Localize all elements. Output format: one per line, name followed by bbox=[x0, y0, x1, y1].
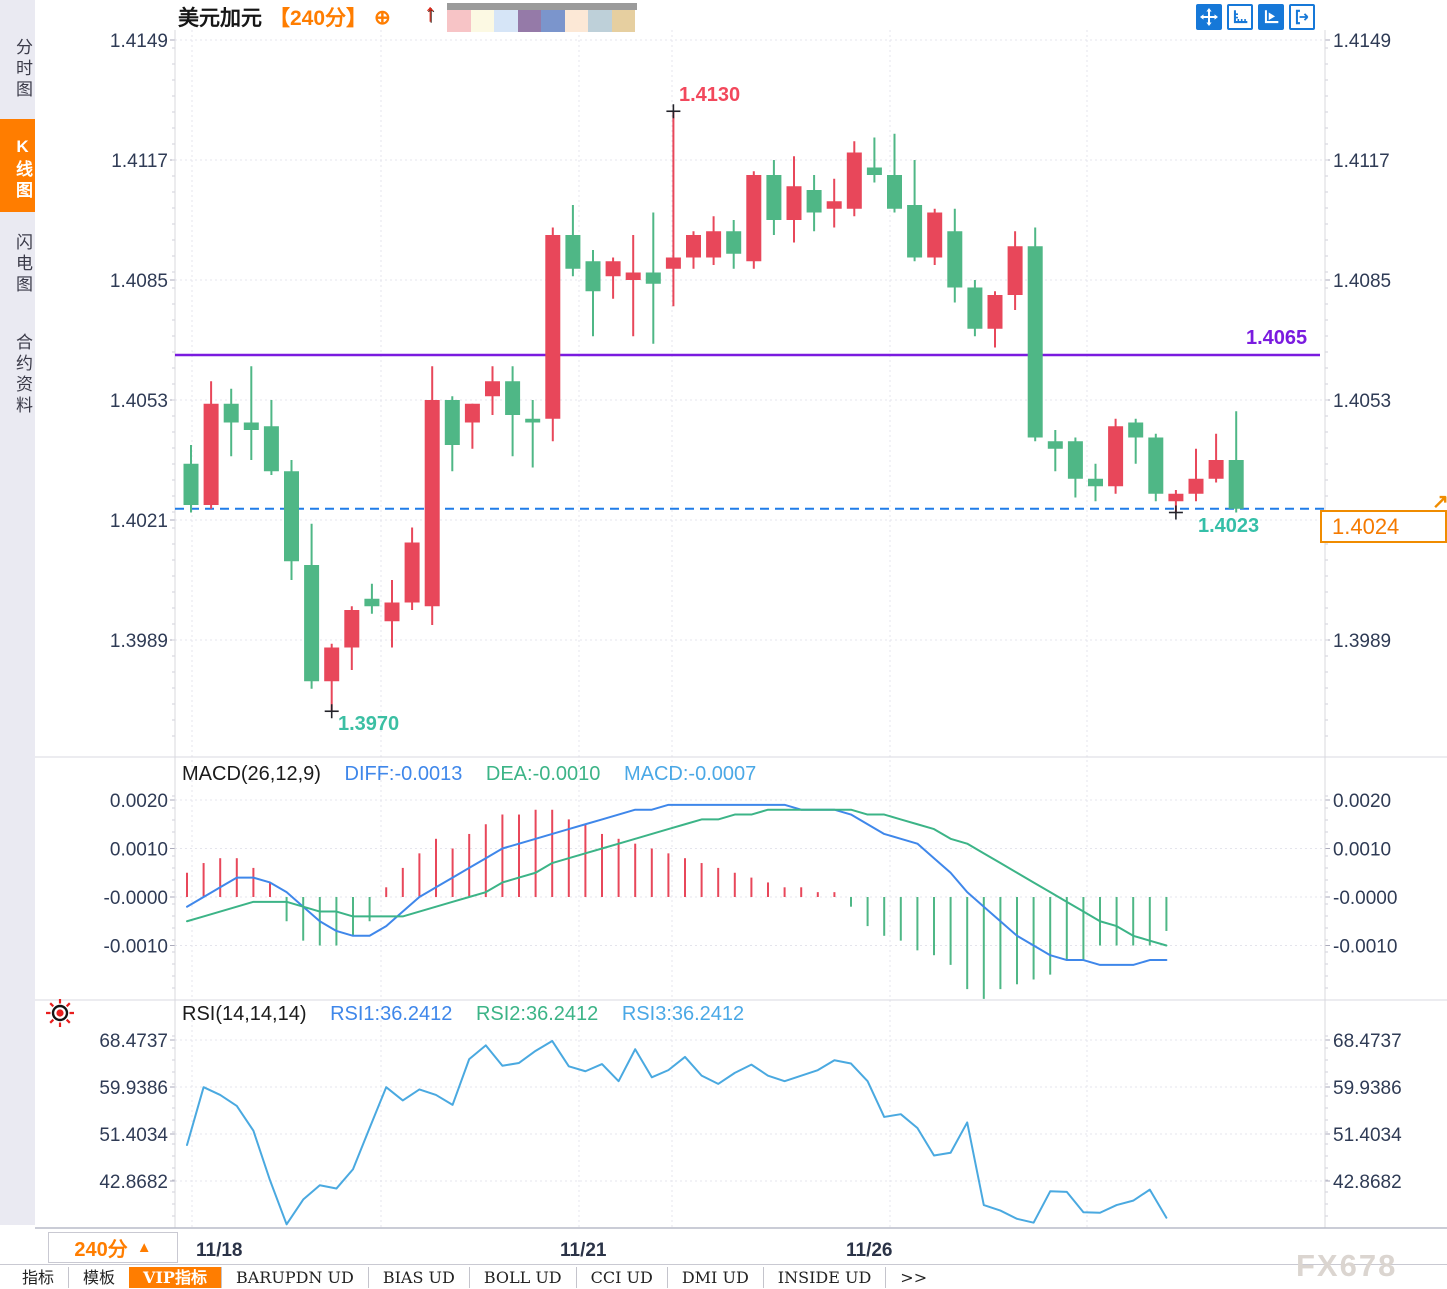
color-palette bbox=[447, 3, 637, 32]
svg-text:1.4085: 1.4085 bbox=[1333, 271, 1391, 292]
rsi3-value: RSI3:36.2412 bbox=[621, 1003, 745, 1025]
svg-text:1.4053: 1.4053 bbox=[110, 391, 168, 412]
svg-text:59.9386: 59.9386 bbox=[1333, 1078, 1402, 1099]
svg-text:-0.0010: -0.0010 bbox=[104, 937, 168, 958]
interval-selector[interactable]: 240分 ▲ bbox=[48, 1232, 178, 1263]
last-price-badge: 1.4024 bbox=[1320, 510, 1447, 543]
macd-macd-value: MACD:-0.0007 bbox=[623, 763, 757, 785]
svg-text:42.8682: 42.8682 bbox=[99, 1172, 168, 1193]
high-price-label: 1.4130 bbox=[679, 84, 741, 106]
color-swatch-5[interactable] bbox=[541, 10, 565, 32]
svg-text:1.4021: 1.4021 bbox=[110, 511, 168, 532]
rsi1-value: RSI1:36.2412 bbox=[330, 1003, 453, 1025]
tab-10[interactable]: >> bbox=[885, 1266, 941, 1288]
resistance-price-label: 1.4065 bbox=[1246, 327, 1308, 349]
interval-tag: 【240分】 bbox=[269, 7, 368, 30]
title-row: 美元加元 【240分】 ⊕ bbox=[178, 3, 391, 31]
color-swatch-2[interactable] bbox=[470, 10, 494, 32]
svg-text:-0.0000: -0.0000 bbox=[104, 888, 168, 909]
low-price-label: 1.3970 bbox=[338, 713, 400, 735]
svg-text:1.3989: 1.3989 bbox=[1333, 631, 1391, 652]
macd-header: MACD(26,12,9) DIFF:-0.0013 DEA:-0.0010 M… bbox=[182, 763, 774, 786]
svg-text:1.4053: 1.4053 bbox=[1333, 391, 1391, 412]
svg-text:-0.0000: -0.0000 bbox=[1333, 888, 1397, 909]
tab-8[interactable]: DMI UD bbox=[666, 1266, 763, 1288]
svg-text:68.4737: 68.4737 bbox=[1333, 1031, 1402, 1052]
tab-7[interactable]: CCI UD bbox=[575, 1266, 667, 1288]
sidebar-item-3[interactable]: 闪电图 bbox=[13, 233, 32, 296]
recent-low-label: 1.4023 bbox=[1198, 515, 1260, 537]
tab-1[interactable]: 指标 bbox=[22, 1267, 55, 1287]
play-scale-icon[interactable] bbox=[1258, 4, 1284, 30]
svg-text:1.4117: 1.4117 bbox=[111, 151, 168, 172]
svg-text:1.4149: 1.4149 bbox=[1333, 31, 1391, 52]
svg-text:1.4085: 1.4085 bbox=[110, 271, 168, 292]
sidebar-item-4[interactable]: 合约资料 bbox=[13, 333, 32, 417]
macd-diff-value: DIFF:-0.0013 bbox=[344, 763, 463, 785]
svg-text:68.4737: 68.4737 bbox=[99, 1031, 168, 1052]
palette-drag-bar[interactable] bbox=[447, 3, 637, 10]
sidebar-item-1[interactable]: 分时图 bbox=[13, 37, 32, 101]
svg-text:42.8682: 42.8682 bbox=[1333, 1172, 1402, 1193]
svg-text:1.4117: 1.4117 bbox=[1333, 151, 1390, 172]
chart-toolbar bbox=[1196, 4, 1315, 30]
tab-2[interactable]: 模板 bbox=[68, 1266, 129, 1288]
page-title: 美元加元 bbox=[178, 7, 262, 30]
tab-3[interactable]: VIP指标 bbox=[129, 1266, 221, 1288]
color-swatch-4[interactable] bbox=[517, 10, 541, 32]
macd-title: MACD(26,12,9) bbox=[182, 763, 321, 785]
svg-text:0.0010: 0.0010 bbox=[1333, 840, 1391, 861]
triangle-up-icon: ▲ bbox=[136, 1239, 152, 1256]
tab-6[interactable]: BOLL UD bbox=[468, 1266, 576, 1288]
svg-text:11/18: 11/18 bbox=[196, 1240, 243, 1261]
rsi-header: RSI(14,14,14) RSI1:36.2412 RSI2:36.2412 … bbox=[182, 1003, 762, 1026]
svg-text:51.4034: 51.4034 bbox=[1333, 1125, 1402, 1146]
color-swatch-6[interactable] bbox=[564, 10, 588, 32]
svg-text:-0.0010: -0.0010 bbox=[1333, 937, 1397, 958]
price-up-arrow-icon: ↗ bbox=[1432, 491, 1447, 513]
tab-9[interactable]: INSIDE UD bbox=[762, 1266, 886, 1288]
sidebar: 分时图 K线图闪电图合约资料 bbox=[0, 0, 35, 1225]
cursor-arrow-icon[interactable]: ↑ bbox=[424, 0, 437, 27]
color-swatch-7[interactable] bbox=[588, 10, 612, 32]
svg-text:0.0020: 0.0020 bbox=[110, 791, 168, 812]
axis-scale-icon[interactable] bbox=[1227, 4, 1253, 30]
macd-dea-value: DEA:-0.0010 bbox=[485, 763, 601, 785]
exit-right-icon[interactable] bbox=[1289, 4, 1315, 30]
svg-text:59.9386: 59.9386 bbox=[99, 1078, 168, 1099]
rsi-title: RSI(14,14,14) bbox=[182, 1003, 307, 1025]
svg-text:51.4034: 51.4034 bbox=[99, 1125, 168, 1146]
rsi2-value: RSI2:36.2412 bbox=[475, 1003, 599, 1025]
svg-text:1.3989: 1.3989 bbox=[110, 631, 168, 652]
svg-text:1.4149: 1.4149 bbox=[110, 31, 168, 52]
svg-text:0.0010: 0.0010 bbox=[110, 840, 168, 861]
sun-icon bbox=[42, 995, 78, 1036]
tab-5[interactable]: BIAS UD bbox=[367, 1266, 469, 1288]
svg-text:11/26: 11/26 bbox=[846, 1240, 893, 1261]
color-swatch-8[interactable] bbox=[611, 10, 635, 32]
sidebar-item-2[interactable]: K线图 bbox=[0, 119, 35, 212]
tab-4[interactable]: BARUPDN UD bbox=[220, 1266, 368, 1288]
svg-text:11/21: 11/21 bbox=[560, 1240, 607, 1261]
color-swatch-3[interactable] bbox=[494, 10, 518, 32]
color-swatch-1[interactable] bbox=[447, 10, 471, 32]
move-icon[interactable] bbox=[1196, 4, 1222, 30]
indicator-tabbar: 指标 模板 VIP指标 BARUPDN UD BIAS UD BOLL UD CCI UD D… bbox=[0, 1264, 1447, 1289]
svg-text:0.0020: 0.0020 bbox=[1333, 791, 1391, 812]
interval-value: 240分 bbox=[74, 1239, 128, 1261]
circle-plus-icon[interactable]: ⊕ bbox=[374, 6, 391, 29]
